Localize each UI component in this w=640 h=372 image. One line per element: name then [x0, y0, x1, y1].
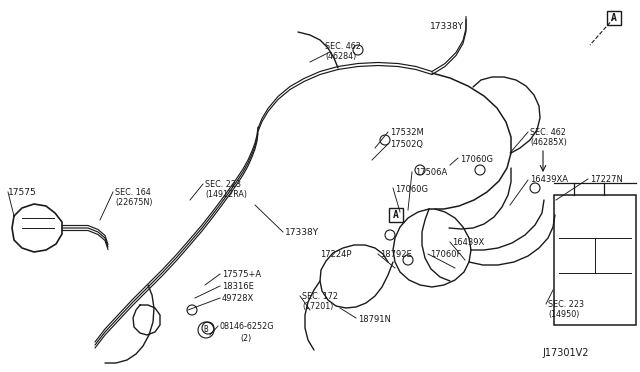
Text: 08146-6252G: 08146-6252G: [220, 322, 275, 331]
Text: SEC. 223: SEC. 223: [205, 180, 241, 189]
Text: (46284): (46284): [325, 52, 356, 61]
Text: (46285X): (46285X): [530, 138, 567, 147]
Text: (17201): (17201): [302, 302, 333, 311]
Text: 17575+A: 17575+A: [222, 270, 261, 279]
Text: SEC. 462: SEC. 462: [530, 128, 566, 137]
Text: A: A: [611, 13, 617, 23]
Text: 16439XA: 16439XA: [530, 175, 568, 184]
Text: 17227N: 17227N: [590, 175, 623, 184]
Text: 17338Y: 17338Y: [430, 22, 464, 31]
Text: 17060G: 17060G: [460, 155, 493, 164]
Text: J17301V2: J17301V2: [542, 348, 589, 358]
Text: 16439X: 16439X: [452, 238, 484, 247]
Text: 49728X: 49728X: [222, 294, 254, 303]
Text: 17532M: 17532M: [390, 128, 424, 137]
Bar: [389, 208, 403, 222]
Text: 17575: 17575: [8, 188, 36, 197]
Text: 17060F: 17060F: [430, 250, 461, 259]
Text: (22675N): (22675N): [115, 198, 152, 207]
Text: 17224P: 17224P: [320, 250, 351, 259]
Text: SEC. 223: SEC. 223: [548, 300, 584, 309]
Bar: [607, 11, 621, 25]
Text: 18791N: 18791N: [358, 315, 391, 324]
Text: 17506A: 17506A: [415, 168, 447, 177]
Text: 18316E: 18316E: [222, 282, 254, 291]
Text: A: A: [393, 210, 399, 220]
Text: 17502Q: 17502Q: [390, 140, 423, 149]
Text: 17060G: 17060G: [395, 185, 428, 194]
Text: SEC. 164: SEC. 164: [115, 188, 151, 197]
Text: SEC. 172: SEC. 172: [302, 292, 338, 301]
Text: 17338Y: 17338Y: [285, 228, 319, 237]
Text: (14912RA): (14912RA): [205, 190, 247, 199]
Text: B: B: [204, 326, 208, 334]
Bar: [554, 195, 636, 325]
Text: (2): (2): [240, 334, 252, 343]
Text: SEC. 462: SEC. 462: [325, 42, 361, 51]
Text: 18792E: 18792E: [380, 250, 412, 259]
Text: (14950): (14950): [548, 310, 579, 319]
